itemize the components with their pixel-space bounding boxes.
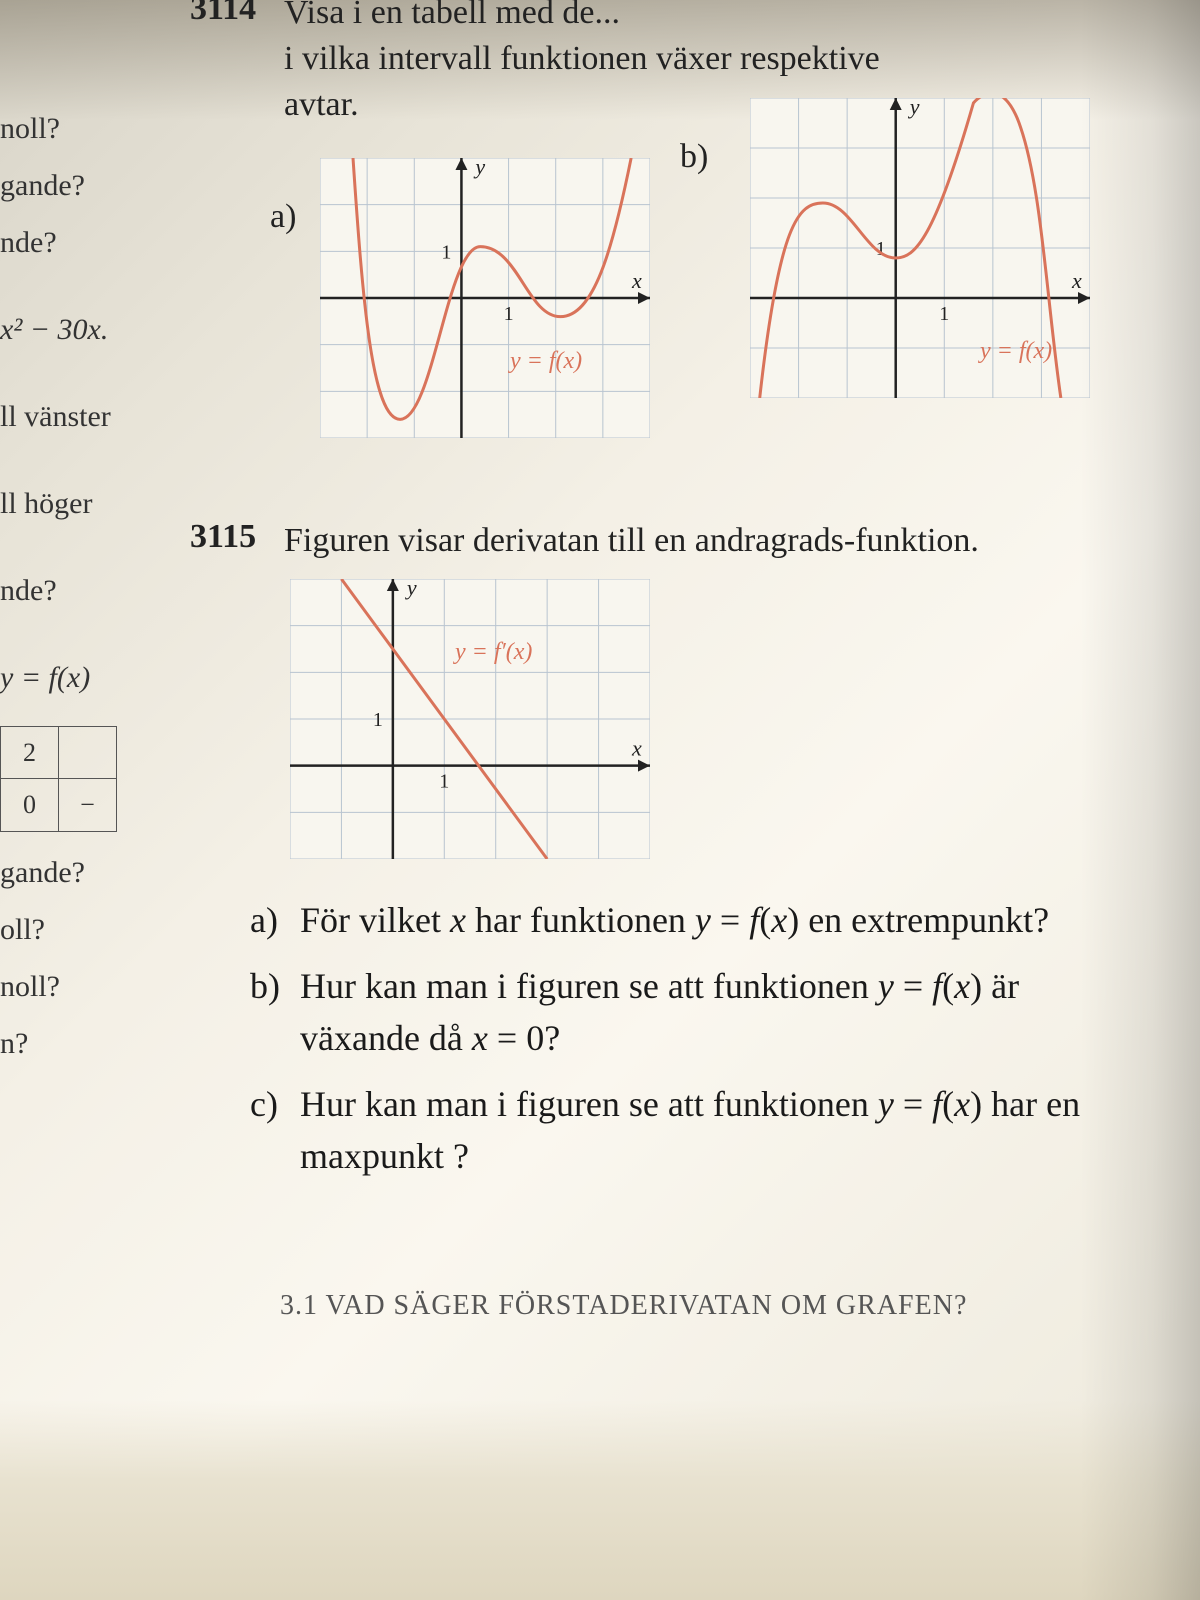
fragment: noll? xyxy=(0,100,140,157)
svg-text:x: x xyxy=(1071,268,1082,293)
svg-text:1: 1 xyxy=(439,770,449,792)
svg-text:x: x xyxy=(631,735,642,760)
fragment: n? xyxy=(0,1015,140,1072)
problem-number-3114: 3114 xyxy=(190,0,280,28)
q-label-a: a) xyxy=(250,894,300,946)
left-margin-fragments: noll? gande? nde? x² − 30x. ll vänster l… xyxy=(0,100,140,1072)
svg-text:y: y xyxy=(473,158,485,179)
fragment: y = f(x) xyxy=(0,649,140,706)
svg-text:y = f(x): y = f(x) xyxy=(508,348,582,374)
chart-3115: 1 1 y x y = f′(x) xyxy=(290,579,650,859)
fragment: ll vänster xyxy=(0,388,140,445)
q-text-c: Hur kan man i figuren se att funktionen … xyxy=(300,1078,1120,1182)
svg-text:y = f′(x): y = f′(x) xyxy=(453,639,532,665)
fragment-table: 2 0− xyxy=(0,726,117,832)
svg-text:1: 1 xyxy=(939,303,949,325)
svg-text:y: y xyxy=(405,579,417,600)
fragment: gande? xyxy=(0,157,140,214)
fragment: ll höger xyxy=(0,475,140,532)
problem-text-3115: Figuren visar derivatan till en andragra… xyxy=(284,518,1134,564)
q-label-b: b) xyxy=(250,960,300,1064)
label-b: b) xyxy=(680,138,708,176)
chart-3114b: 11yxy = f(x) xyxy=(750,98,1090,398)
charts-3114: a) 11yxy = f(x) b) 11yxy = f(x) xyxy=(280,138,1170,448)
svg-text:x: x xyxy=(631,268,642,293)
q-text-a: För vilket x har funktionen y = f(x) en … xyxy=(300,894,1120,946)
svg-text:1: 1 xyxy=(441,241,451,263)
fragment: noll? xyxy=(0,958,140,1015)
svg-text:y = f(x): y = f(x) xyxy=(978,338,1052,364)
svg-text:y: y xyxy=(908,98,920,119)
q-label-c: c) xyxy=(250,1078,300,1182)
chart-3114a: 1 1 y x y = f(x) xyxy=(320,158,650,438)
label-a: a) xyxy=(270,198,296,236)
section-footer: 3.1 VAD SÄGER FÖRSTADERIVATAN OM GRAFEN? xyxy=(280,1290,967,1322)
fragment: oll? xyxy=(0,901,140,958)
fragment: gande? xyxy=(0,844,140,901)
svg-text:1: 1 xyxy=(504,303,514,325)
questions-3115: a) För vilket x har funktionen y = f(x) … xyxy=(250,894,1170,1183)
q-text-b: Hur kan man i figuren se att funktionen … xyxy=(300,960,1120,1064)
fragment: nde? xyxy=(0,214,140,271)
fragment: x² − 30x. xyxy=(0,301,140,358)
fragment: nde? xyxy=(0,562,140,619)
problem-number-3115: 3115 xyxy=(190,518,280,556)
svg-text:1: 1 xyxy=(373,709,383,731)
